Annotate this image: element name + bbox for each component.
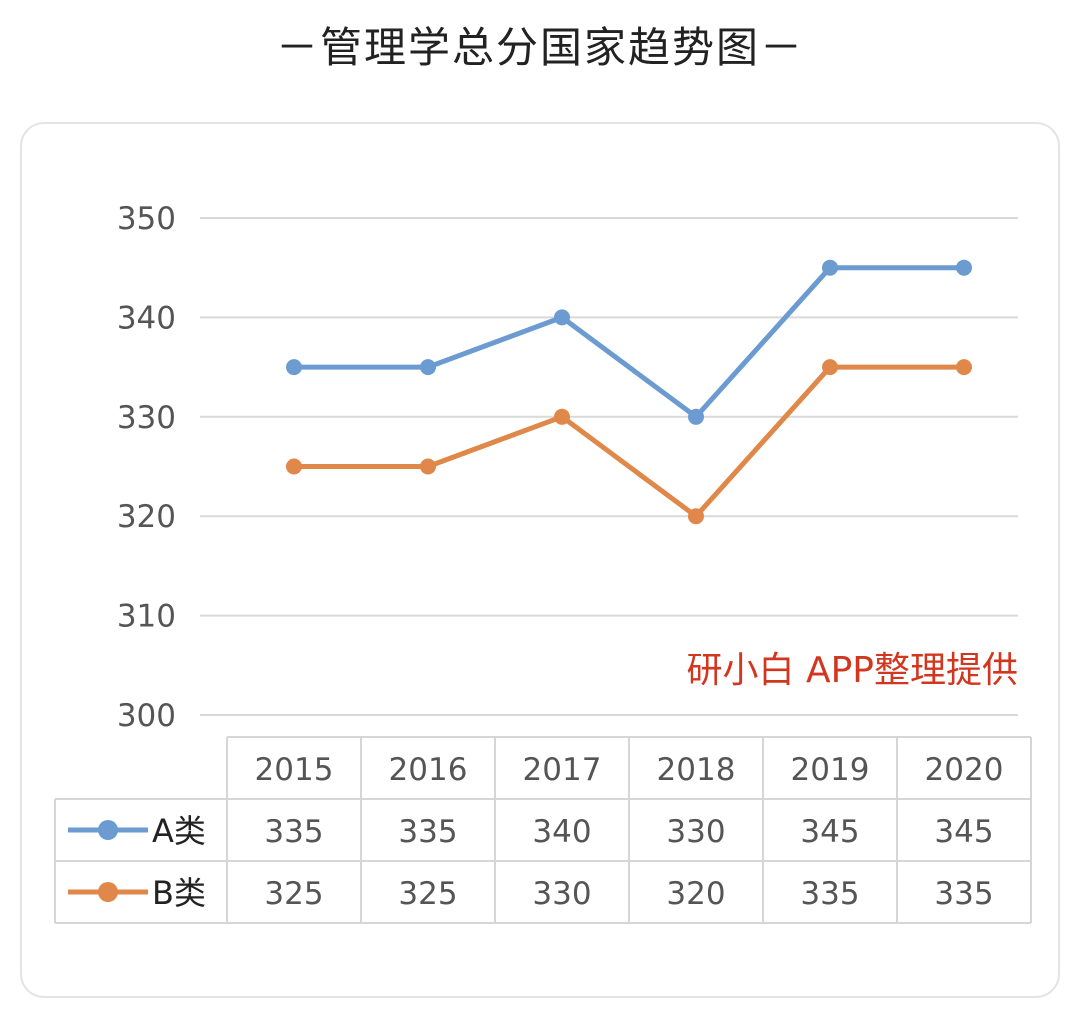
legend-label: B类 <box>152 874 206 912</box>
table-value: 325 <box>398 876 457 912</box>
data-point <box>286 458 302 475</box>
table-value: 320 <box>666 876 725 912</box>
y-tick-label: 300 <box>117 698 176 734</box>
data-point <box>286 359 302 376</box>
table-value: 335 <box>800 876 859 912</box>
x-category-label: 2019 <box>791 752 870 788</box>
series-line-b <box>294 364 964 519</box>
table-value: 335 <box>264 814 323 850</box>
legend-label: A类 <box>152 812 206 850</box>
legend-marker <box>98 820 118 840</box>
table-value: 325 <box>264 876 323 912</box>
legend-marker <box>98 882 118 902</box>
chart-title: －管理学总分国家趋势图－ <box>275 23 804 72</box>
y-tick-label: 340 <box>117 300 176 336</box>
table-value: 330 <box>666 814 725 850</box>
y-tick-label: 320 <box>117 499 176 535</box>
data-point <box>420 359 436 376</box>
data-point <box>822 359 838 376</box>
x-category-label: 2017 <box>523 752 602 788</box>
data-point <box>688 508 704 525</box>
data-point <box>688 408 704 425</box>
x-category-label: 2018 <box>657 752 736 788</box>
table-value: 335 <box>398 814 457 850</box>
data-point <box>554 309 570 326</box>
x-category-label: 2020 <box>925 752 1004 788</box>
watermark-text: 研小白 APP整理提供 <box>686 650 1019 691</box>
table-value: 335 <box>934 876 993 912</box>
data-point <box>822 259 838 276</box>
data-point <box>956 359 972 376</box>
table-value: 345 <box>800 814 859 850</box>
x-category-label: 2015 <box>255 752 334 788</box>
x-category-label: 2016 <box>389 752 468 788</box>
y-tick-label: 310 <box>117 599 176 635</box>
series-line-a <box>294 265 964 420</box>
data-point <box>554 408 570 425</box>
y-tick-label: 350 <box>117 201 176 237</box>
data-point <box>956 259 972 276</box>
table-value: 330 <box>532 876 591 912</box>
table-value: 340 <box>532 814 591 850</box>
data-point <box>420 458 436 475</box>
y-tick-label: 330 <box>117 400 176 436</box>
table-value: 345 <box>934 814 993 850</box>
